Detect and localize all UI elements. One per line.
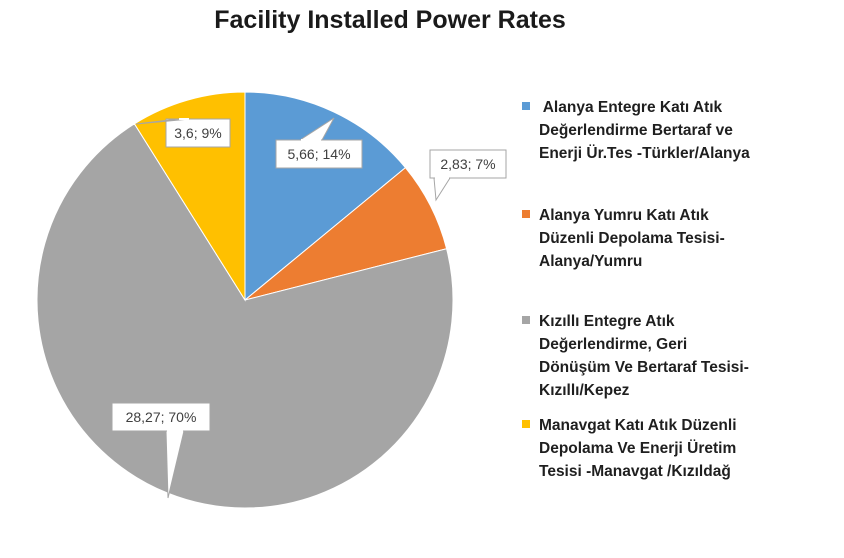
data-label-1: 5,66; 14% — [275, 117, 363, 169]
legend-line: Değerlendirme Bertaraf ve — [539, 122, 733, 139]
legend-line: Kızıllı Entegre Atık — [539, 313, 675, 330]
legend-line: Alanya Yumru Katı Atık — [539, 207, 709, 224]
pie-data-labels: 5,66; 14% 2,83; 7% 28,27; 70% 3,6; 9% — [111, 117, 507, 499]
legend-line: Dönüşüm Ve Bertaraf Tesisi- — [539, 359, 749, 376]
data-label-2: 2,83; 7% — [429, 149, 507, 202]
legend-item-2: Alanya Yumru Katı Atık Düzenli Depolama T… — [518, 204, 828, 273]
legend-item-3: Kızıllı Entegre Atık Değerlendirme, Geri D… — [518, 310, 828, 402]
data-label-text-1: 5,66; 14% — [287, 146, 350, 162]
data-label-text-4: 3,6; 9% — [174, 125, 221, 141]
legend-line: Enerji Ür.Tes -Türkler/Alanya — [539, 145, 750, 162]
legend-label-2: Alanya Yumru Katı Atık Düzenli Depolama T… — [539, 204, 828, 273]
data-label-text-2: 2,83; 7% — [440, 156, 495, 172]
legend-label-3: Kızıllı Entegre Atık Değerlendirme, Geri D… — [539, 310, 828, 402]
legend-label-1: Alanya Entegre Katı Atık Değerlendirme Be… — [539, 96, 828, 165]
legend-line: Kızıllı/Kepez — [539, 382, 630, 399]
legend-line: Tesisi -Manavgat /Kızıldağ — [539, 463, 731, 480]
legend-label-4: Manavgat Katı Atık Düzenli Depolama Ve En… — [539, 414, 828, 483]
legend-swatch-1 — [522, 102, 530, 110]
legend-item-1: Alanya Entegre Katı Atık Değerlendirme Be… — [518, 96, 828, 165]
data-label-text-3: 28,27; 70% — [126, 409, 197, 425]
legend-line: Alanya Entegre Katı Atık — [539, 99, 723, 116]
legend-line: Alanya/Yumru — [539, 253, 643, 270]
data-label-3: 28,27; 70% — [111, 402, 211, 499]
legend-swatch-3 — [522, 316, 530, 324]
legend-swatch-4 — [522, 420, 530, 428]
legend-line: Düzenli Depolama Tesisi- — [539, 230, 725, 247]
legend-line: Depolama Ve Enerji Üretim — [539, 440, 737, 457]
chart-title: Facility Installed Power Rates — [214, 6, 566, 34]
legend-item-4: Manavgat Katı Atık Düzenli Depolama Ve En… — [518, 414, 828, 483]
pie-slices — [36, 91, 454, 509]
data-label-4: 3,6; 9% — [135, 118, 231, 148]
legend-line: Manavgat Katı Atık Düzenli — [539, 417, 737, 434]
legend-swatch-2 — [522, 210, 530, 218]
legend-line: Değerlendirme, Geri — [539, 336, 688, 353]
